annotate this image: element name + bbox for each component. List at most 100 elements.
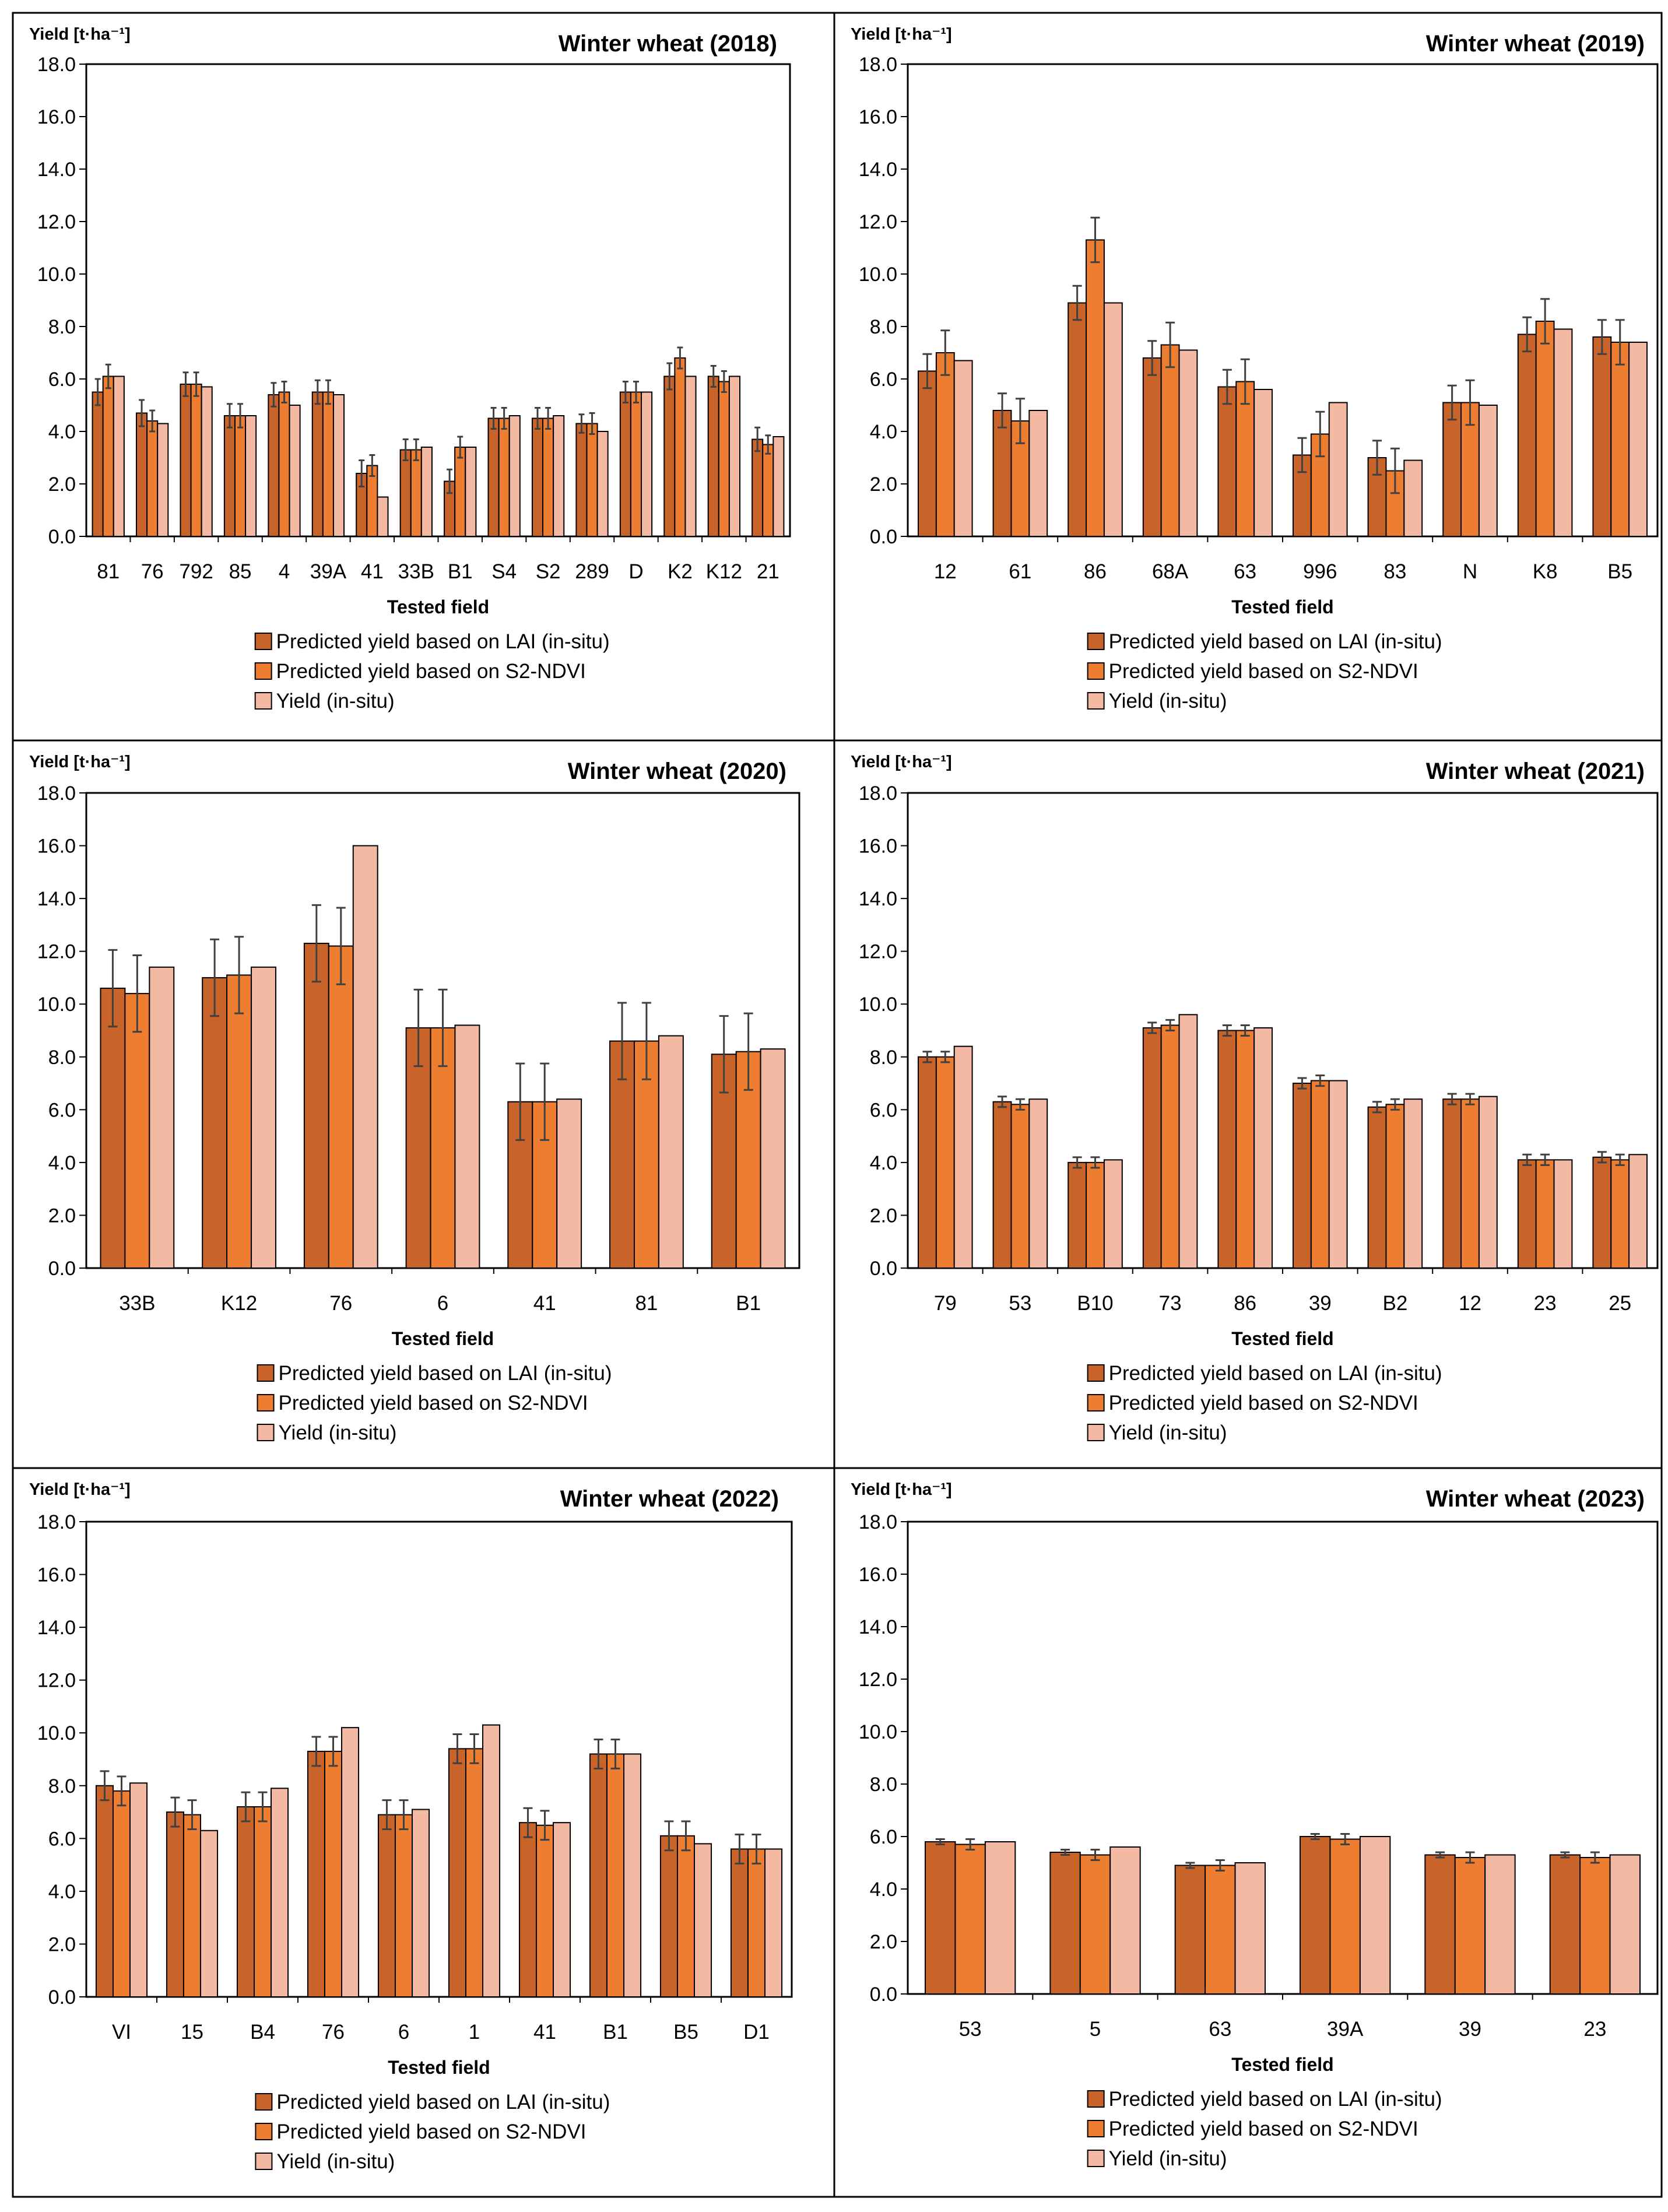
bar-2 [1010,1104,1030,1269]
x-axis-title: Tested field [392,1328,494,1349]
legend-swatch-3 [1087,1424,1105,1441]
bar-1 [166,1811,184,1998]
bar-1 [659,1835,678,1998]
bar-2 [1454,1857,1486,1995]
bar-1 [918,370,937,537]
bar-3 [1403,1098,1423,1269]
bar-2 [234,415,247,537]
x-tick-label: B1 [736,1292,761,1315]
legend-swatch-2 [1087,1394,1105,1412]
bar-3 [953,360,973,537]
x-tick-label: 39 [1309,1292,1332,1315]
bar-2 [253,1806,272,1997]
y-axis-label: Yield [t·ha⁻¹] [851,25,952,44]
bar-1 [1174,1865,1206,1995]
x-axis-title: Tested field [1231,1328,1333,1349]
x-tick-label: 53 [1009,1292,1031,1315]
x-tick-label: 63 [1234,560,1256,583]
y-tick-label: 0.0 [870,1983,897,2006]
bar-2 [935,1056,955,1269]
bar-1 [1067,1161,1087,1269]
bar-3 [1478,1096,1498,1269]
bar-2 [676,1835,696,1998]
bar-1 [95,1785,114,1998]
bar-1 [992,1101,1012,1269]
bar-1 [202,977,228,1269]
bar-3 [556,1098,582,1269]
bar-3 [245,415,257,537]
bar-3 [641,391,653,537]
plot-area [907,1521,1659,1995]
x-tick-label: 25 [1609,1292,1631,1315]
bar-2 [718,381,730,537]
x-tick-label: 76 [322,2021,345,2044]
legend-swatch-3 [254,692,272,710]
y-tick-label: 4.0 [870,1152,897,1174]
chart-title: Winter wheat (2021) [1426,759,1645,784]
x-tick-label: 83 [1383,560,1406,583]
bar-3 [271,1788,289,1998]
bar-3 [1253,389,1273,537]
y-tick-label: 4.0 [48,1881,76,1903]
bar-2 [1610,1159,1630,1269]
bar-1 [135,412,148,537]
bar-1 [1142,1027,1162,1269]
y-tick-label: 16.0 [37,106,76,128]
bar-1 [311,391,324,537]
bar-1 [307,1750,325,1998]
x-tick-label: 15 [181,2021,203,2044]
legend-swatch-1 [1087,2090,1105,2108]
y-tick-label: 2.0 [870,473,897,496]
legend-label-1: Predicted yield based on LAI (in-situ) [276,2091,610,2113]
bar-3 [341,1727,360,1998]
bar-1 [405,1027,431,1269]
legend-label-1: Predicted yield based on LAI (in-situ) [276,630,610,653]
bar-2 [1610,342,1630,537]
legend-label-2: Predicted yield based on S2-NDVI [1109,2118,1418,2140]
x-tick-label: K2 [668,560,693,583]
chart-panel-6: Yield [t·ha⁻¹] Winter wheat (2023) 0.0 2.0 4… [833,1467,1663,2198]
chart-panel-5: Yield [t·ha⁻¹] Winter wheat (2022) 0.0 2.0 4… [12,1467,835,2198]
bar-3 [1253,1027,1273,1269]
bar-2 [1535,321,1555,537]
bar-3 [352,845,378,1269]
bar-3 [149,966,175,1269]
bar-1 [180,384,192,537]
y-axis-label: Yield [t·ha⁻¹] [29,1480,131,1499]
bar-3 [420,447,433,537]
y-tick-label: 4.0 [48,421,76,443]
bar-3 [764,1848,783,1997]
x-tick-label: D [628,560,643,583]
x-tick-label: 63 [1209,2018,1231,2041]
bar-1 [1442,1098,1462,1269]
legend-label-2: Predicted yield based on S2-NDVI [279,1392,588,1414]
bar-3 [1328,402,1348,537]
y-tick-label: 18.0 [859,782,897,805]
y-tick-label: 6.0 [870,1826,897,1848]
x-tick-label: 23 [1583,2018,1606,2041]
x-tick-label: 1 [469,2021,480,2044]
bar-2 [394,1814,413,1997]
bar-2 [630,391,642,537]
y-tick-label: 12.0 [859,211,897,233]
bar-2 [1086,1161,1105,1269]
y-tick-label: 10.0 [37,993,76,1016]
y-tick-label: 10.0 [859,1721,897,1743]
x-tick-label: 86 [1234,1292,1256,1315]
bar-2 [226,974,252,1269]
bar-1 [236,1806,255,1997]
bar-1 [992,410,1012,537]
x-tick-label: 33B [119,1292,155,1315]
legend-swatch-1 [257,1364,275,1382]
legend-label-2: Predicted yield based on S2-NDVI [1109,660,1418,683]
bar-3 [412,1809,430,1998]
bar-2 [1310,1080,1330,1269]
x-tick-label: K8 [1533,560,1558,583]
legend-label-1: Predicted yield based on LAI (in-situ) [279,1362,612,1385]
bar-2 [324,1750,343,1998]
bar-3 [465,447,477,537]
bar-2 [1160,1024,1180,1269]
bar-3 [1028,410,1048,537]
bar-2 [102,375,114,537]
bar-2 [465,1748,484,1998]
